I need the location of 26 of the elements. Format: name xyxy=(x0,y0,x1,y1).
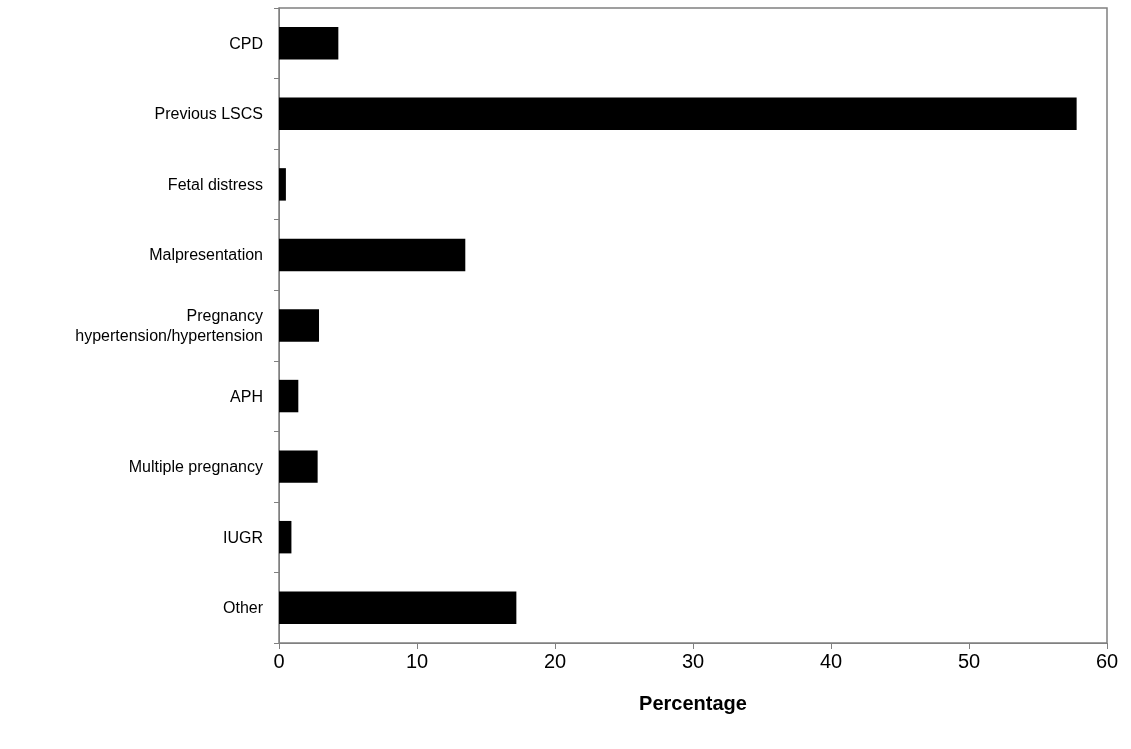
bar xyxy=(279,97,1077,131)
y-tick-label: IUGR xyxy=(223,528,263,546)
y-tick-label: Other xyxy=(222,599,264,617)
y-tick-label: Malpresentation xyxy=(149,246,263,264)
bar xyxy=(279,520,292,554)
bar xyxy=(279,238,466,272)
x-tick-label: 10 xyxy=(405,650,429,672)
y-tick-label: CPD xyxy=(229,34,263,52)
y-tick-label: Fetal distress xyxy=(167,175,263,193)
bar xyxy=(279,309,320,342)
bar xyxy=(279,168,286,201)
bar xyxy=(279,450,318,483)
x-tick-label: 0 xyxy=(273,650,285,672)
y-tick-label: Pregnancy hypertension/hypertension xyxy=(75,307,263,344)
x-tick-label: 20 xyxy=(543,650,567,672)
x-tick-label: 40 xyxy=(819,650,843,672)
y-tick-label: Previous LSCS xyxy=(154,105,263,123)
x-tick-label: 60 xyxy=(1095,650,1119,672)
bar xyxy=(279,27,339,60)
y-tick-label: APH xyxy=(230,387,263,405)
bar xyxy=(279,379,299,413)
bar xyxy=(279,591,517,624)
x-tick-label: 30 xyxy=(681,650,705,672)
y-tick-label: Multiple pregnancy xyxy=(128,458,263,476)
x-tick-label: 50 xyxy=(957,650,981,672)
x-axis-title: Percentage xyxy=(639,692,747,714)
